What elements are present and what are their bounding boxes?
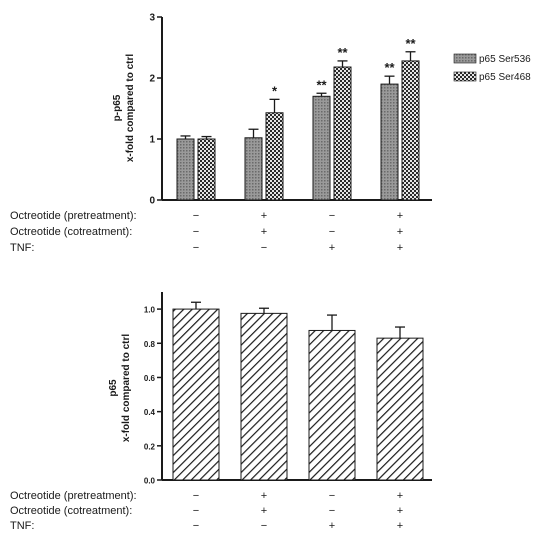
y-tick-label: 0.6 <box>144 374 156 383</box>
condition-symbol: + <box>397 210 403 222</box>
y-tick-label: 1 <box>149 135 155 146</box>
condition-label: Octreotide (pretreatment): <box>10 210 137 222</box>
condition-symbol: − <box>193 210 199 222</box>
y-tick-label: 0.4 <box>144 408 156 417</box>
y-tick-label: 0.8 <box>144 340 156 349</box>
condition-symbol: + <box>397 242 403 254</box>
y-axis-label-bottom: x-fold compared to ctrl <box>121 334 132 443</box>
condition-symbol: + <box>261 490 267 502</box>
significance-marker: ** <box>405 36 416 51</box>
bar <box>380 83 399 201</box>
y-axis-label-bottom: p65 <box>108 379 119 397</box>
condition-label: TNF: <box>10 520 34 532</box>
legend-label-ser536: p65 Ser536 <box>479 54 531 65</box>
legend-label-ser468: p65 Ser468 <box>479 72 531 83</box>
condition-label: TNF: <box>10 242 34 254</box>
bar <box>401 60 420 201</box>
condition-symbol: − <box>329 210 335 222</box>
bar <box>333 66 352 201</box>
condition-symbol: + <box>397 505 403 517</box>
y-tick-label: 0.2 <box>144 442 156 451</box>
condition-symbol: − <box>329 490 335 502</box>
y-axis-label-top: p-p65 <box>112 94 123 121</box>
bar <box>172 308 220 481</box>
condition-symbol: + <box>261 505 267 517</box>
significance-marker: ** <box>337 45 348 60</box>
condition-symbol: − <box>193 505 199 517</box>
bar <box>308 329 356 481</box>
condition-symbol: − <box>261 520 267 532</box>
condition-symbol: − <box>193 242 199 254</box>
bar <box>197 138 216 201</box>
condition-symbol: − <box>193 520 199 532</box>
condition-symbol: + <box>329 520 335 532</box>
bar <box>312 95 331 201</box>
y-tick-label: 3 <box>149 13 155 24</box>
condition-symbol: − <box>329 226 335 238</box>
condition-label: Octreotide (pretreatment): <box>10 490 137 502</box>
condition-symbol: + <box>261 226 267 238</box>
condition-symbol: + <box>397 490 403 502</box>
condition-label: Octreotide (cotreatment): <box>10 505 132 517</box>
condition-symbol: − <box>329 505 335 517</box>
y-tick-label: 0 <box>149 196 155 207</box>
significance-marker: ** <box>316 77 327 92</box>
condition-symbol: + <box>397 520 403 532</box>
condition-symbol: + <box>329 242 335 254</box>
bottom-chart: p65 x-fold compared to ctrl 0.0 0.2 0.4 0.6… <box>10 292 432 532</box>
legend: p65 Ser536 p65 Ser468 <box>453 53 531 83</box>
condition-symbol: + <box>261 210 267 222</box>
condition-symbol: + <box>397 226 403 238</box>
condition-symbol: − <box>193 226 199 238</box>
top-chart: p-p65 x-fold compared to ctrl p65 Ser536… <box>10 13 531 255</box>
y-tick-label: 2 <box>149 74 155 85</box>
y-axis-label-top: x-fold compared to ctrl <box>125 54 136 163</box>
bar <box>176 138 195 201</box>
y-tick-label: 1.0 <box>144 306 156 315</box>
bar <box>240 312 288 481</box>
condition-symbol: − <box>193 490 199 502</box>
y-tick-label: 0.0 <box>144 477 156 486</box>
bar <box>376 337 424 481</box>
bar <box>244 137 263 201</box>
legend-swatch-ser468 <box>453 71 477 82</box>
condition-symbol: − <box>261 242 267 254</box>
significance-marker: ** <box>384 60 395 75</box>
bar <box>265 112 284 201</box>
legend-swatch-ser536 <box>453 53 477 64</box>
condition-label: Octreotide (cotreatment): <box>10 226 132 238</box>
significance-marker: * <box>272 83 278 98</box>
